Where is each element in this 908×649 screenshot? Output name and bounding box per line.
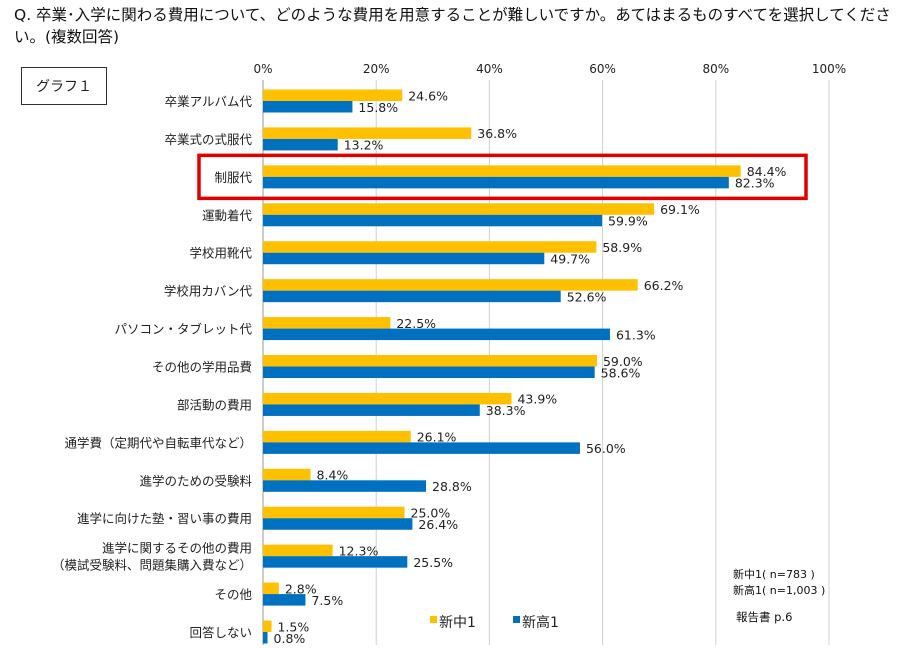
category-label: 卒業式の式服代	[164, 132, 252, 147]
bar-new-jh1	[263, 317, 391, 329]
category-label: 卒業アルバム代	[165, 94, 253, 109]
bar-new-hs1	[263, 518, 413, 530]
bar-new-jh1	[263, 620, 272, 633]
bar-new-jh1	[263, 279, 638, 291]
data-label: 52.6%	[567, 289, 607, 304]
data-label: 69.1%	[660, 202, 700, 217]
data-label: 66.2%	[644, 278, 684, 293]
bar-new-hs1	[263, 214, 603, 227]
category-label: 部活動の費用	[177, 397, 252, 412]
x-tick-label: 0%	[253, 62, 272, 76]
bar-new-hs1	[263, 442, 580, 454]
data-label: 36.8%	[477, 126, 517, 141]
bar-new-jh1	[263, 582, 279, 595]
bar-new-jh1	[263, 241, 597, 253]
data-label: 2.8%	[285, 581, 317, 596]
bar-new-hs1	[263, 366, 595, 379]
data-label: 12.3%	[339, 543, 379, 558]
legend-swatch	[513, 616, 520, 623]
legend-label: 新高1	[522, 614, 559, 631]
category-label: 進学のための受験料	[139, 473, 252, 488]
bar-new-hs1	[263, 632, 268, 644]
x-tick-label: 40%	[476, 62, 503, 76]
data-label: 0.8%	[274, 631, 306, 646]
bar-new-jh1	[263, 544, 333, 557]
data-label: 13.2%	[344, 138, 384, 153]
bar-new-jh1	[263, 355, 597, 367]
bar-new-hs1	[263, 176, 729, 189]
category-label: 進学に関するその他の費用	[102, 541, 252, 556]
category-label: 通学費（定期代や自転車代など）	[64, 435, 252, 450]
data-label: 8.4%	[317, 468, 349, 483]
category-label: 進学に向けた塾・習い事の費用	[77, 511, 252, 526]
data-label: 59.9%	[608, 214, 648, 229]
highlight-box	[197, 153, 808, 201]
bar-new-hs1	[263, 138, 338, 151]
data-label: 61.3%	[616, 327, 656, 342]
category-label: 学校用靴代	[189, 246, 252, 261]
category-label: その他	[214, 587, 252, 602]
category-label: 学校用カバン代	[164, 284, 253, 299]
bar-new-jh1	[263, 506, 405, 519]
x-tick-label: 100%	[812, 62, 846, 76]
legend-swatch	[430, 616, 437, 623]
data-label: 26.1%	[417, 430, 457, 445]
data-label: 26.4%	[418, 517, 458, 532]
data-label: 7.5%	[311, 593, 343, 608]
category-label: 運動着代	[202, 208, 253, 223]
bar-new-jh1	[263, 203, 655, 215]
question-text: Q. 卒業･入学に関わる費用について、どのような費用を用意することが難しいですか…	[14, 6, 891, 46]
graph-label: グラフ１	[21, 67, 107, 105]
bar-new-hs1	[263, 556, 408, 568]
n-new-hs1: 新高1( n=1,003 )	[733, 584, 826, 597]
data-label: 1.5%	[277, 619, 309, 634]
bar-new-jh1	[263, 392, 512, 405]
data-label: 43.9%	[517, 392, 557, 407]
x-tick-label: 80%	[702, 62, 729, 76]
bar-new-hs1	[263, 594, 306, 606]
category-label: 制服代	[214, 170, 252, 185]
source-note: 報告書 p.6	[736, 610, 793, 624]
data-label: 24.6%	[408, 88, 448, 103]
legend-label: 新中1	[439, 615, 476, 631]
bar-new-hs1	[263, 404, 480, 416]
bar-new-jh1	[263, 430, 411, 443]
n-new-jh1: 新中1( n=783 )	[733, 568, 815, 581]
bar-new-hs1	[263, 480, 427, 492]
data-label: 58.9%	[602, 240, 642, 255]
category-label: （模試受験料、問題集購入費など）	[52, 558, 252, 573]
bar-new-hs1	[263, 252, 545, 265]
bar-new-jh1	[263, 468, 311, 481]
data-label: 82.3%	[735, 176, 775, 191]
data-label: 15.8%	[358, 100, 398, 115]
data-label: 25.0%	[411, 505, 451, 520]
category-label: その他の学用品費	[152, 360, 252, 375]
bar-new-hs1	[263, 290, 561, 303]
bar-new-jh1	[263, 127, 472, 139]
x-tick-label: 60%	[589, 62, 616, 76]
data-label: 84.4%	[747, 164, 787, 179]
bar-new-jh1	[263, 89, 403, 101]
bar-new-hs1	[263, 101, 353, 113]
bar-new-hs1	[263, 328, 610, 341]
x-tick-label: 20%	[363, 62, 390, 76]
data-label: 58.6%	[601, 365, 641, 380]
bar-new-jh1	[263, 165, 741, 177]
data-label: 25.5%	[413, 555, 453, 570]
data-label: 38.3%	[486, 403, 526, 418]
category-label: 回答しない	[189, 625, 252, 640]
data-label: 28.8%	[432, 479, 472, 494]
data-label: 22.5%	[396, 316, 436, 331]
sample-size-notes: 新中1( n=783 ) 新高1( n=1,003 )	[733, 567, 825, 599]
data-label: 56.0%	[586, 441, 626, 456]
data-label: 49.7%	[550, 251, 590, 266]
category-label: パソコン・タブレット代	[114, 322, 252, 337]
data-label: 59.0%	[603, 354, 643, 369]
